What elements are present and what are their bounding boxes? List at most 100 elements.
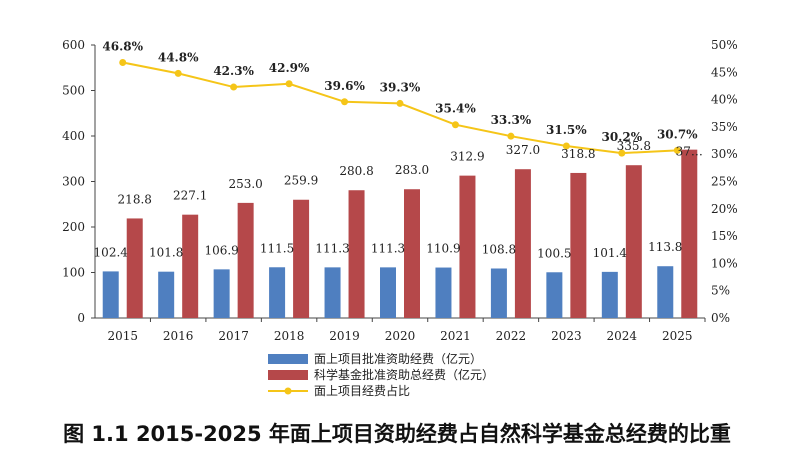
bar [293, 199, 310, 318]
x-tick-label: 2023 [551, 329, 582, 343]
line-point [562, 142, 570, 150]
bar-data-label: 218.8 [118, 192, 152, 206]
bar-data-label: 335.8 [617, 139, 651, 153]
line-data-label: 39.3% [380, 80, 421, 94]
y-right-tick-label: 35% [711, 120, 738, 134]
x-tick-label: 2019 [329, 329, 360, 343]
line-data-label: 31.5% [546, 123, 587, 137]
bar-data-label: 37… [676, 145, 703, 159]
y-right-tick-label: 0% [711, 311, 730, 325]
line-point [396, 99, 404, 107]
x-tick-label: 2016 [163, 329, 194, 343]
x-tick-label: 2021 [440, 329, 471, 343]
bar-data-label: 312.9 [450, 150, 484, 164]
bar-data-label: 111.3 [315, 241, 349, 255]
chart-axes: 0 100 200 300 400 500 600 0% 5% 10% 15% 20% 25% 30% 35… [62, 38, 738, 343]
x-tick-label: 2022 [496, 329, 527, 343]
y-left-tick-label: 200 [62, 220, 85, 234]
line-data-label: 44.8% [158, 50, 199, 64]
bar-data-label: 100.5 [537, 246, 571, 260]
bar [681, 149, 698, 318]
x-tick-label: 2017 [218, 329, 249, 343]
bar [237, 202, 254, 318]
line-data-label: 42.9% [269, 61, 310, 75]
bar [126, 218, 143, 318]
line-data-label: 39.6% [324, 79, 365, 93]
bar [324, 267, 341, 318]
y-left-tick-label: 500 [62, 84, 85, 98]
y-right-tick-label: 45% [711, 65, 738, 79]
bar [546, 272, 563, 318]
y-left-tick-label: 0 [77, 311, 85, 325]
y-left-tick-label: 600 [62, 38, 85, 52]
legend-label: 科学基金批准资助总经费（亿元） [314, 367, 494, 382]
bar [490, 268, 507, 318]
bar [570, 172, 587, 318]
line-series [119, 58, 681, 157]
legend-label: 面上项目经费占比 [314, 383, 410, 398]
line-point [451, 121, 459, 129]
figure-caption: 图 1.1 2015-2025 年面上项目资助经费占自然科学基金总经费的比重 [63, 422, 731, 446]
legend-swatch [268, 354, 308, 364]
y-left-tick-label: 300 [62, 175, 85, 189]
bar-data-label: 283.0 [395, 163, 429, 177]
chart: 0 100 200 300 400 500 600 0% 5% 10% 15% 20% 25% 30% 35… [62, 38, 738, 398]
bar [182, 214, 199, 318]
y-right-tick-label: 50% [711, 38, 738, 52]
line-point [618, 149, 626, 157]
y-right-tick-label: 20% [711, 202, 738, 216]
line-path [122, 61, 678, 155]
bar-data-label: 108.8 [482, 242, 516, 256]
bar [102, 271, 119, 318]
bar [380, 267, 396, 318]
bar-data-label: 259.9 [284, 174, 318, 188]
line-data-label: 42.3% [213, 64, 254, 78]
bar [459, 175, 476, 318]
bar [657, 266, 674, 318]
bar [625, 165, 642, 318]
bar [269, 267, 286, 318]
y-left-tick-label: 100 [62, 266, 85, 280]
data-labels: 102.4 101.8 106.9 111.5 111.3 111.3 110.9 108.8… [94, 39, 703, 260]
bar-data-label: 102.4 [94, 245, 129, 259]
x-tick-label: 2024 [607, 329, 638, 343]
legend-swatch [268, 370, 308, 380]
line-point [119, 58, 127, 66]
bar-group [102, 149, 698, 318]
bar-data-label: 280.8 [339, 164, 373, 178]
y-right-tick-label: 5% [711, 284, 730, 298]
bar [158, 271, 175, 318]
line-point [174, 69, 182, 77]
line-point [230, 83, 238, 91]
y-right-tick-label: 10% [711, 256, 738, 270]
line-data-label: 35.4% [435, 102, 476, 116]
x-tick-label: 2018 [274, 329, 305, 343]
legend-label: 面上项目批准资助经费（亿元） [314, 351, 482, 366]
line-data-label: 33.3% [491, 113, 532, 127]
bar [213, 269, 230, 318]
x-tick-label: 2025 [662, 329, 693, 343]
bar-data-label: 327.0 [506, 143, 540, 157]
bar-data-label: 101.8 [149, 246, 183, 260]
bar-data-label: 101.4 [593, 246, 628, 260]
bar-data-label: 111.3 [371, 241, 405, 255]
y-right-tick-label: 15% [711, 229, 738, 243]
y-right-tick-label: 25% [711, 175, 738, 189]
line-point [673, 146, 681, 154]
line-data-label: 46.8% [102, 39, 143, 53]
x-tick-label: 2020 [385, 329, 416, 343]
bar-data-label: 318.8 [561, 147, 595, 161]
bar [404, 189, 420, 318]
bar-data-label: 227.1 [173, 189, 207, 203]
bar [435, 267, 452, 318]
bar [348, 190, 365, 318]
legend: 面上项目批准资助经费（亿元）科学基金批准资助总经费（亿元）面上项目经费占比 [268, 351, 494, 398]
line-point [285, 80, 293, 88]
bar-data-label: 110.9 [426, 242, 460, 256]
bar [514, 169, 531, 318]
line-point [507, 132, 515, 140]
line-data-label: 30.2% [601, 130, 642, 144]
y-right-tick-label: 30% [711, 147, 738, 161]
bar-data-label: 106.9 [204, 243, 238, 257]
line-point [341, 98, 349, 106]
